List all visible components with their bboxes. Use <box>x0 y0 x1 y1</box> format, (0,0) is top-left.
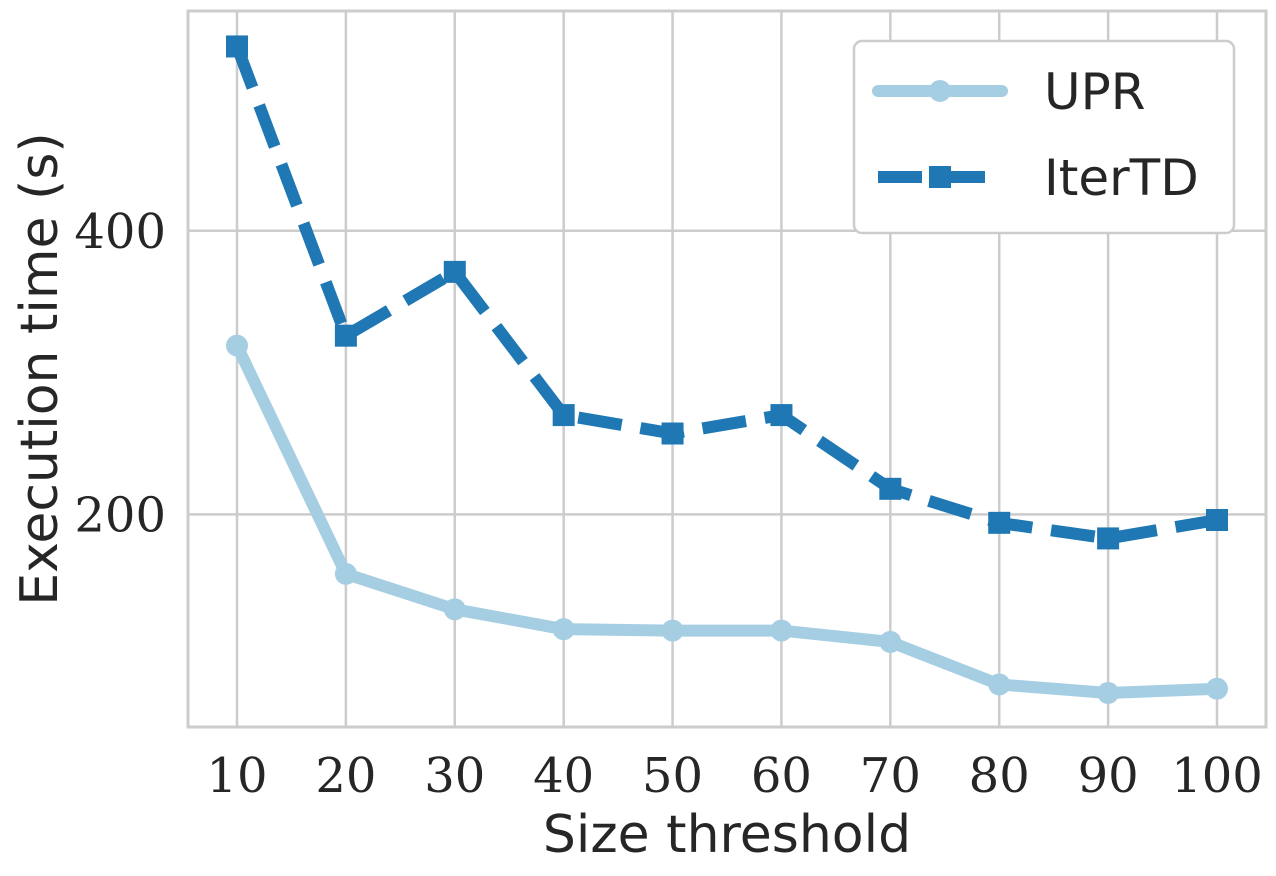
x-tick-labels: 10 20 30 40 50 60 70 80 90 100 <box>206 748 1262 804</box>
legend-item-itertd: IterTD <box>878 149 1199 207</box>
point-upr <box>443 598 466 621</box>
x-tick-label: 50 <box>642 748 703 804</box>
point-upr <box>1097 681 1120 704</box>
point-upr <box>552 618 575 641</box>
x-tick-label: 40 <box>533 748 594 804</box>
point-itertd <box>770 404 793 427</box>
point-itertd <box>552 404 575 427</box>
series-line-itertd <box>231 44 1219 545</box>
series-itertd <box>226 35 1228 550</box>
y-tick-label: 400 <box>74 204 166 260</box>
x-tick-label: 90 <box>1078 748 1139 804</box>
point-itertd <box>443 260 466 283</box>
series-upr <box>226 334 1228 704</box>
x-tick-label: 20 <box>315 748 376 804</box>
plot-frame <box>186 9 1268 729</box>
point-itertd <box>1097 527 1120 550</box>
series-layer <box>226 35 1228 704</box>
point-upr <box>770 619 793 642</box>
point-itertd <box>334 324 357 347</box>
grid-lines <box>188 11 1266 727</box>
x-tick-label: 60 <box>751 748 812 804</box>
y-axis-label: Execution time (s) <box>10 132 70 605</box>
x-axis-label: Size threshold <box>543 805 911 865</box>
legend-label-itertd: IterTD <box>1044 149 1199 207</box>
y-tick-label: 200 <box>74 487 166 543</box>
x-tick-label: 100 <box>1171 748 1263 804</box>
point-itertd <box>879 477 902 500</box>
y-tick-labels: 200 400 <box>74 204 166 544</box>
series-line-upr <box>231 339 1223 699</box>
point-itertd <box>988 511 1011 534</box>
point-itertd <box>1206 508 1228 531</box>
point-itertd <box>226 35 248 58</box>
x-tick-label: 70 <box>860 748 921 804</box>
point-itertd <box>661 422 684 445</box>
x-tick-label: 30 <box>424 748 485 804</box>
point-upr <box>879 630 902 653</box>
point-upr <box>988 673 1011 696</box>
point-upr <box>1206 677 1228 700</box>
point-upr <box>661 619 684 642</box>
x-tick-label: 10 <box>206 748 267 804</box>
legend: UPR IterTD <box>852 39 1236 235</box>
x-tick-label: 80 <box>969 748 1030 804</box>
point-upr <box>226 334 248 357</box>
legend-marker-upr <box>929 80 951 102</box>
legend-marker-itertd <box>929 166 951 188</box>
legend-item-upr: UPR <box>872 63 1146 121</box>
point-upr <box>334 562 357 585</box>
legend-label-upr: UPR <box>1044 63 1146 121</box>
